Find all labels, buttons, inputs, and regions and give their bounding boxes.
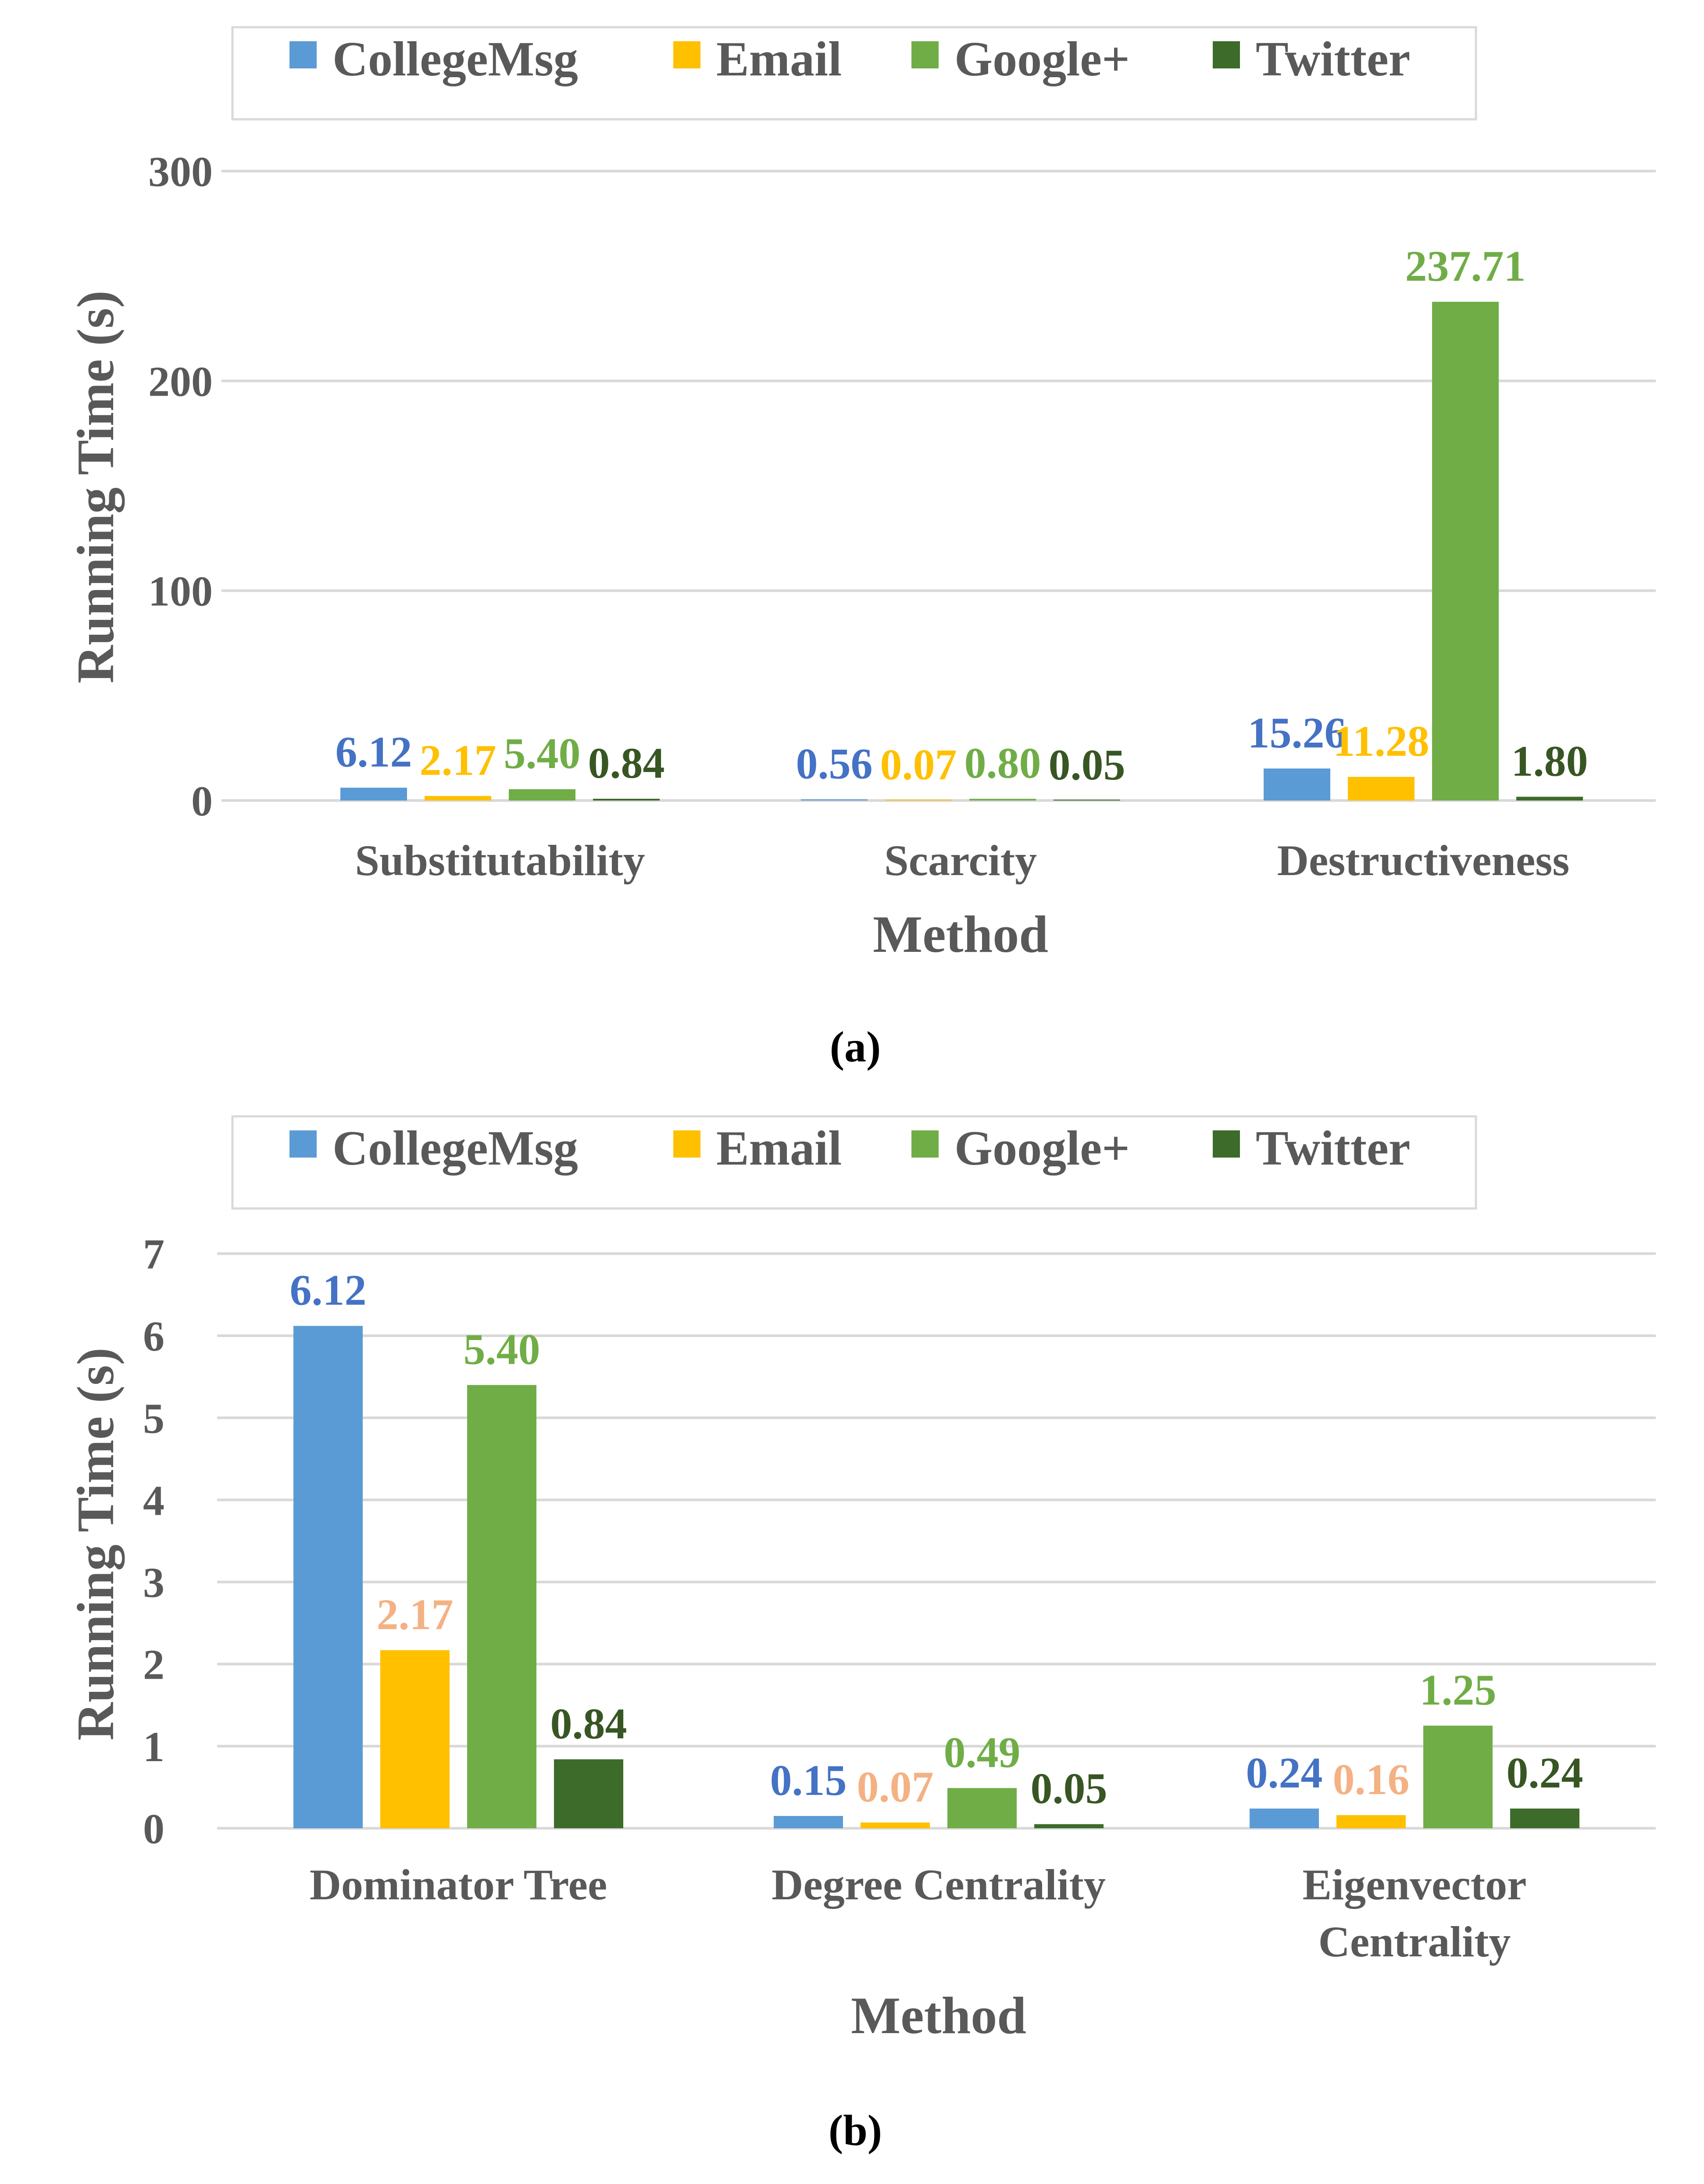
- data-label: 0.56: [796, 739, 873, 788]
- legend-swatch: [289, 41, 317, 68]
- data-label: 5.40: [464, 1325, 540, 1373]
- bar-twitter: [1510, 1809, 1579, 1828]
- bar-google: [1423, 1726, 1493, 1828]
- y-tick-label: 2: [143, 1641, 164, 1689]
- y-axis-title: Running Time (s): [66, 1348, 125, 1741]
- y-tick-label: 3: [143, 1559, 164, 1607]
- legend-frame: [231, 1115, 1477, 1210]
- bar-twitter: [1034, 1824, 1104, 1828]
- chart-a: CollegeMsg Email Google+ Twitter 0 100 200 300 6…: [66, 26, 1656, 1071]
- bar-email: [1336, 1815, 1406, 1828]
- y-tick-label: 100: [148, 568, 213, 615]
- legend-frame: [231, 26, 1477, 121]
- bar-google: [509, 789, 575, 801]
- chart-b: CollegeMsg Email Google+ Twitter 0 1 2 3 4 5 6 7 6.1…: [66, 1115, 1656, 2155]
- data-label: 0.07: [857, 1762, 934, 1811]
- data-label: 0.07: [880, 740, 957, 789]
- x-category-label: Degree Centrality: [772, 1860, 1106, 1909]
- data-label: 0.84: [588, 739, 665, 787]
- legend-swatch: [289, 1130, 317, 1158]
- data-label: 1.25: [1420, 1666, 1497, 1714]
- legend-a: CollegeMsg Email Google+ Twitter: [231, 26, 1477, 121]
- y-tick-label: 7: [143, 1231, 164, 1278]
- bar-email: [861, 1822, 930, 1828]
- x-category-label: Destructiveness: [1277, 836, 1570, 885]
- legend-swatch: [673, 1130, 700, 1158]
- legend-swatch: [911, 41, 939, 68]
- x-category-label: Scarcity: [884, 836, 1037, 885]
- x-category-label: Eigenvector: [1303, 1860, 1527, 1909]
- bar-email: [885, 800, 952, 801]
- bar-google: [467, 1385, 536, 1828]
- bar-collegemsg: [1264, 769, 1330, 801]
- x-category-label: Dominator Tree: [310, 1860, 607, 1909]
- y-tick-label: 300: [148, 148, 213, 196]
- legend-swatch: [1213, 41, 1240, 68]
- data-label: 6.12: [290, 1266, 367, 1315]
- y-tick-label: 6: [143, 1313, 164, 1360]
- y-tick-label: 1: [143, 1723, 164, 1771]
- data-label: 2.17: [377, 1590, 454, 1639]
- data-label: 0.49: [944, 1728, 1021, 1777]
- legend-label: Twitter: [1256, 32, 1410, 86]
- data-label: 11.28: [1333, 717, 1429, 765]
- data-label: 15.26: [1248, 708, 1347, 757]
- x-category-label: Centrality: [1318, 1917, 1511, 1966]
- data-label: 0.05: [1031, 1764, 1107, 1813]
- bar-collegemsg: [801, 799, 868, 801]
- bar-google: [947, 1788, 1017, 1828]
- x-category-label: Substitutability: [355, 836, 645, 885]
- y-tick-label: 0: [191, 778, 213, 825]
- data-label: 0.24: [1507, 1748, 1583, 1797]
- data-label: 237.71: [1405, 242, 1526, 290]
- y-axis-title: Running Time (s): [66, 290, 125, 683]
- y-tick-label: 0: [143, 1805, 164, 1853]
- bar-google: [1432, 301, 1499, 801]
- legend-label: CollegeMsg: [332, 32, 578, 86]
- data-label: 0.84: [550, 1699, 627, 1748]
- data-label: 6.12: [336, 728, 412, 776]
- bar-email: [380, 1650, 450, 1828]
- legend-b: CollegeMsg Email Google+ Twitter: [231, 1115, 1477, 1210]
- figure-caption: (a): [830, 1022, 881, 1071]
- data-label: 2.17: [420, 736, 497, 785]
- data-label: 5.40: [504, 729, 581, 778]
- bar-collegemsg: [293, 1326, 363, 1828]
- data-label: 1.80: [1511, 736, 1588, 785]
- data-label: 0.05: [1049, 740, 1125, 789]
- legend-swatch: [911, 1130, 939, 1158]
- legend-swatch: [673, 41, 700, 68]
- bar-twitter: [1516, 797, 1583, 801]
- bar-email: [1348, 777, 1415, 801]
- bar-collegemsg: [1250, 1809, 1319, 1828]
- figure-caption: (b): [829, 2106, 882, 2155]
- legend-label: Email: [716, 1121, 842, 1176]
- bar-google: [969, 799, 1036, 801]
- legend-label: Twitter: [1256, 1121, 1410, 1176]
- legend-label: Email: [716, 32, 842, 86]
- bar-twitter: [593, 798, 660, 801]
- data-label: 0.16: [1333, 1755, 1410, 1804]
- legend-label: CollegeMsg: [332, 1121, 578, 1176]
- legend-swatch: [1213, 1130, 1240, 1158]
- legend-label: Google+: [954, 1121, 1130, 1176]
- bar-twitter: [554, 1759, 623, 1828]
- y-tick-label: 4: [143, 1477, 164, 1524]
- data-label: 0.15: [770, 1756, 847, 1805]
- bar-collegemsg: [774, 1816, 843, 1828]
- y-tick-label: 200: [148, 358, 213, 405]
- x-axis-title: Method: [851, 1986, 1026, 2045]
- x-axis-title: Method: [873, 905, 1048, 963]
- data-label: 0.24: [1246, 1748, 1323, 1797]
- y-tick-label: 5: [143, 1395, 164, 1442]
- data-label: 0.80: [965, 739, 1041, 787]
- bar-email: [425, 796, 491, 801]
- bar-collegemsg: [340, 787, 407, 801]
- legend-label: Google+: [954, 32, 1130, 86]
- bar-twitter: [1054, 800, 1120, 801]
